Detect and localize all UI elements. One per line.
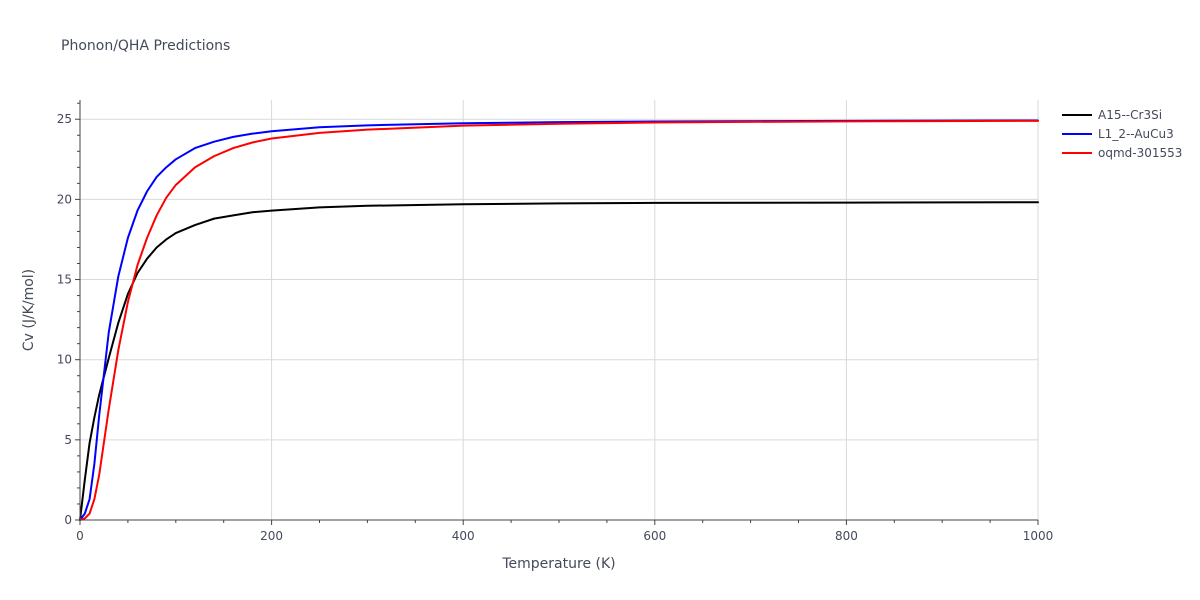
series-line-A15--Cr3Si: [79, 201, 1039, 521]
x-axis-title: Temperature (K): [501, 556, 615, 572]
legend-label: oqmd-301553: [1098, 146, 1182, 160]
axes-layer: 0 200 400 600 800 1000 0 5 10 15 20 25: [57, 100, 1054, 543]
x-tick-label: 600: [643, 529, 666, 543]
series-layer: [79, 119, 1039, 521]
x-tick-label: 200: [260, 529, 283, 543]
series-line-oqmd-301553: [79, 119, 1039, 521]
x-tick-label: 800: [835, 529, 858, 543]
series-line-L1_2--AuCu3: [79, 119, 1039, 521]
legend-item[interactable]: A15--Cr3Si: [1062, 108, 1162, 122]
legend-item[interactable]: oqmd-301553: [1062, 146, 1182, 160]
grid-layer: [80, 100, 1039, 520]
y-tick-label: 10: [57, 353, 72, 367]
x-tick-label: 1000: [1023, 529, 1054, 543]
x-tick-label: 0: [76, 529, 84, 543]
legend-label: L1_2--AuCu3: [1098, 127, 1174, 141]
legend[interactable]: A15--Cr3Si L1_2--AuCu3 oqmd-301553: [1062, 108, 1182, 160]
y-tick-label: 0: [64, 513, 72, 527]
legend-label: A15--Cr3Si: [1098, 108, 1162, 122]
y-tick-label: 15: [57, 273, 72, 287]
y-axis-title: Cv (J/K/mol): [21, 269, 37, 351]
y-tick-label: 5: [64, 433, 72, 447]
y-tick-label: 20: [57, 192, 72, 206]
x-tick-label: 400: [452, 529, 475, 543]
chart-title: Phonon/QHA Predictions: [61, 38, 230, 54]
y-tick-label: 25: [57, 112, 72, 126]
legend-item[interactable]: L1_2--AuCu3: [1062, 127, 1174, 141]
